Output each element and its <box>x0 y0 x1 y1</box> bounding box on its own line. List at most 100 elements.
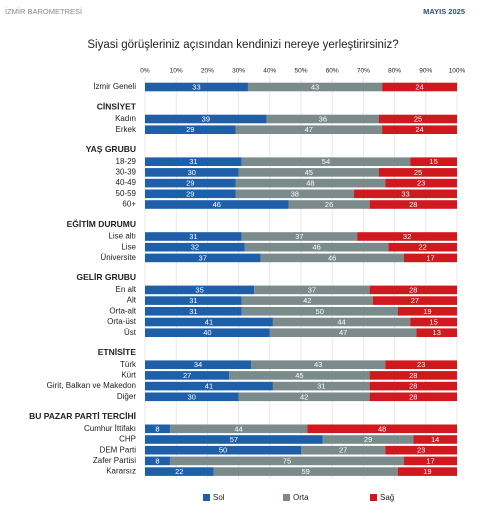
bar-segment <box>288 200 370 209</box>
x-tick-label: 30% <box>232 68 245 75</box>
x-tick-label: 0% <box>140 68 150 75</box>
bar-segment <box>145 189 236 199</box>
bar-segment <box>145 392 239 402</box>
category-label: Kararsız <box>106 467 136 476</box>
group-title: YAŞ GRUBU <box>86 144 136 154</box>
bar-segment <box>145 200 289 209</box>
bar-segment <box>145 307 242 316</box>
bar-segment <box>388 242 457 252</box>
value-label: 15 <box>429 317 437 326</box>
value-label: 40 <box>203 328 211 337</box>
bar-segment <box>145 424 170 434</box>
bar-segment <box>379 168 457 177</box>
bar-segment <box>145 285 255 295</box>
value-label: 28 <box>409 371 417 380</box>
category-label: Üniversite <box>100 253 136 262</box>
value-label: 19 <box>423 467 431 476</box>
value-label: 47 <box>305 125 313 134</box>
bar-segment <box>266 114 379 124</box>
bar-segment <box>397 307 457 316</box>
x-tick-label: 90% <box>419 68 432 75</box>
bar-segment <box>169 456 404 466</box>
legend-swatch <box>370 494 377 501</box>
value-label: 27 <box>183 371 191 380</box>
category-label: Kadın <box>115 114 136 123</box>
bar-segment <box>235 178 386 188</box>
bar-segment <box>244 242 389 252</box>
bar-segment <box>241 307 398 316</box>
bar-segment <box>369 285 457 295</box>
value-label: 46 <box>213 200 221 209</box>
category-label: 50-59 <box>116 189 137 198</box>
bar-segment <box>145 82 248 92</box>
bar-segment <box>379 114 457 124</box>
bar-segment <box>145 168 239 177</box>
bar-segment <box>385 360 457 369</box>
bar-segment <box>413 435 457 444</box>
value-label: 44 <box>234 424 242 433</box>
bar-segment <box>145 371 230 380</box>
x-tick-label: 60% <box>326 68 339 75</box>
bar-segment <box>145 178 236 188</box>
category-label: Orta-üst <box>107 317 137 326</box>
value-label: 37 <box>295 232 303 241</box>
bar-segment <box>397 467 457 476</box>
value-label: 50 <box>316 307 324 316</box>
value-label: 24 <box>415 125 423 134</box>
group-title: EĞİTİM DURUMU <box>67 218 136 229</box>
value-label: 19 <box>423 307 431 316</box>
value-label: 31 <box>189 307 197 316</box>
x-tick-label: 80% <box>388 68 401 75</box>
group-title: BU PAZAR PARTİ TERCİHİ <box>29 411 136 421</box>
bar-segment <box>145 467 214 476</box>
value-label: 42 <box>303 296 311 305</box>
value-label: 47 <box>339 328 347 337</box>
value-label: 31 <box>189 296 197 305</box>
value-label: 29 <box>364 435 372 444</box>
group-title: ETNİSİTE <box>98 347 137 357</box>
value-label: 23 <box>417 446 425 455</box>
bar-segment <box>145 317 273 327</box>
bar-segment <box>241 157 411 166</box>
value-label: 27 <box>411 296 419 305</box>
value-label: 38 <box>291 189 299 198</box>
x-tick-label: 100% <box>449 68 466 75</box>
value-label: 59 <box>302 467 310 476</box>
value-label: 32 <box>403 232 411 241</box>
value-label: 45 <box>305 168 313 177</box>
category-label: Diğer <box>117 392 136 401</box>
group-title: CİNSİYET <box>97 101 137 111</box>
value-label: 46 <box>328 253 336 262</box>
bar-segment <box>145 328 270 337</box>
value-label: 28 <box>409 285 417 294</box>
bar-segment <box>145 242 245 252</box>
bar-segment <box>241 296 373 305</box>
value-label: 29 <box>186 179 194 188</box>
bar-segment <box>235 125 383 134</box>
value-label: 24 <box>415 82 423 91</box>
value-label: 28 <box>409 382 417 391</box>
group-title: GELİR GRUBU <box>77 272 137 282</box>
value-label: 50 <box>219 446 227 455</box>
bar-segment <box>145 445 301 455</box>
bar-segment <box>251 360 386 369</box>
bar-segment <box>238 392 370 402</box>
category-label: Girit, Balkan ve Makedon <box>47 381 136 390</box>
bar-segment <box>301 445 386 455</box>
bar-segment <box>235 189 355 199</box>
value-label: 31 <box>317 382 325 391</box>
value-label: 26 <box>325 200 333 209</box>
value-label: 13 <box>433 328 441 337</box>
bar-segment <box>145 157 242 166</box>
value-label: 30 <box>188 168 196 177</box>
bar-segment <box>269 328 417 337</box>
value-label: 45 <box>295 371 303 380</box>
category-label: Zafer Partisi <box>93 456 136 465</box>
value-label: 41 <box>205 317 213 326</box>
value-label: 28 <box>409 392 417 401</box>
value-label: 37 <box>308 285 316 294</box>
value-label: 17 <box>426 456 434 465</box>
value-label: 37 <box>199 253 207 262</box>
bar-segment <box>272 381 370 391</box>
